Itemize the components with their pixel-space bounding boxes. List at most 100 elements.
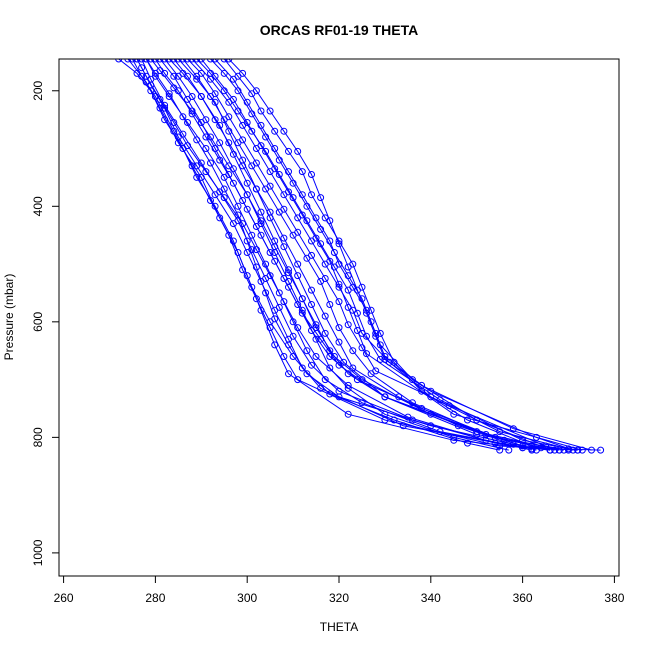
data-point bbox=[294, 376, 302, 384]
data-point bbox=[202, 133, 210, 141]
data-point bbox=[505, 446, 513, 454]
data-point bbox=[248, 283, 256, 291]
data-point bbox=[142, 59, 150, 63]
data-point bbox=[298, 306, 306, 314]
data-point bbox=[156, 67, 164, 75]
data-point bbox=[528, 445, 536, 453]
data-point bbox=[248, 127, 256, 135]
data-point bbox=[243, 191, 251, 199]
data-point bbox=[330, 263, 338, 271]
data-point bbox=[344, 303, 352, 311]
data-point bbox=[211, 59, 219, 63]
data-point bbox=[363, 309, 370, 317]
data-point bbox=[211, 90, 219, 98]
data-point bbox=[252, 87, 260, 95]
series-line bbox=[173, 59, 523, 449]
data-point bbox=[202, 145, 210, 152]
data-point bbox=[234, 107, 242, 115]
y-tick-label: 200 bbox=[31, 80, 45, 100]
data-point bbox=[252, 185, 260, 193]
data-point bbox=[147, 59, 155, 63]
data-point bbox=[326, 390, 334, 398]
data-point bbox=[298, 168, 306, 176]
data-point bbox=[532, 446, 540, 454]
data-point bbox=[294, 147, 302, 155]
data-point bbox=[308, 191, 315, 199]
series-line bbox=[196, 59, 578, 451]
data-point bbox=[271, 127, 279, 135]
data-point bbox=[138, 64, 146, 72]
data-point bbox=[482, 436, 490, 444]
data-point bbox=[312, 321, 320, 329]
data-point bbox=[372, 367, 380, 375]
data-point bbox=[271, 145, 279, 152]
data-point bbox=[335, 298, 343, 306]
series-line bbox=[136, 59, 500, 451]
data-point bbox=[349, 364, 357, 372]
data-point bbox=[184, 59, 191, 63]
data-point bbox=[193, 59, 201, 63]
data-point bbox=[229, 220, 237, 228]
data-point bbox=[197, 69, 205, 77]
data-point bbox=[344, 286, 352, 294]
data-point bbox=[239, 162, 247, 170]
data-point bbox=[597, 446, 605, 454]
data-point bbox=[184, 72, 191, 80]
data-point bbox=[321, 312, 329, 320]
data-point bbox=[243, 119, 251, 126]
data-point bbox=[335, 280, 343, 288]
data-point bbox=[574, 446, 582, 454]
data-point bbox=[151, 72, 159, 80]
data-point bbox=[335, 338, 343, 346]
data-point bbox=[225, 139, 233, 147]
data-point bbox=[257, 231, 265, 239]
data-point bbox=[243, 237, 251, 245]
x-tick-label: 300 bbox=[237, 591, 257, 605]
data-point bbox=[464, 416, 471, 424]
data-point bbox=[390, 416, 398, 424]
data-point bbox=[344, 321, 352, 329]
data-point bbox=[312, 214, 320, 222]
data-point bbox=[308, 361, 315, 369]
data-point bbox=[335, 324, 343, 332]
data-point bbox=[358, 399, 366, 407]
data-point bbox=[285, 335, 292, 343]
data-point bbox=[363, 350, 370, 358]
data-point bbox=[252, 263, 260, 271]
series-21 bbox=[225, 59, 577, 454]
data-point bbox=[216, 139, 224, 147]
chart-title: ORCAS RF01-19 THETA bbox=[260, 22, 418, 38]
x-axis-label: THETA bbox=[320, 620, 358, 634]
data-point bbox=[161, 59, 169, 63]
data-point bbox=[257, 208, 265, 216]
data-point bbox=[271, 315, 279, 323]
data-point bbox=[321, 329, 329, 337]
data-point bbox=[220, 59, 228, 63]
series-line bbox=[182, 59, 542, 449]
data-point bbox=[184, 119, 191, 126]
data-point bbox=[280, 127, 288, 135]
data-point bbox=[326, 217, 334, 225]
y-tick-label: 400 bbox=[31, 196, 45, 216]
data-point bbox=[353, 327, 361, 334]
data-point bbox=[280, 298, 288, 306]
data-point bbox=[321, 376, 329, 384]
data-point bbox=[151, 59, 159, 63]
data-point bbox=[207, 159, 214, 167]
data-point bbox=[229, 75, 237, 83]
series-layer bbox=[115, 59, 605, 454]
data-point bbox=[188, 59, 196, 63]
data-point bbox=[285, 277, 292, 285]
data-point bbox=[344, 370, 352, 378]
data-point bbox=[179, 59, 187, 63]
data-point bbox=[257, 142, 265, 150]
data-point bbox=[207, 69, 214, 77]
data-point bbox=[496, 446, 504, 454]
y-axis: 200 400 600 800 1000 bbox=[31, 80, 60, 566]
data-point bbox=[243, 98, 251, 106]
data-point bbox=[211, 98, 219, 106]
data-point bbox=[243, 179, 251, 187]
data-point bbox=[202, 168, 210, 176]
data-point bbox=[565, 446, 572, 454]
